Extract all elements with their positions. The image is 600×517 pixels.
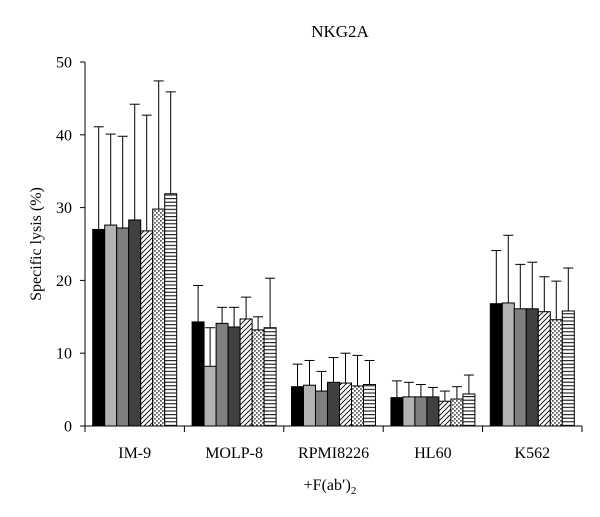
error-bar-rpmi8226-4 bbox=[328, 357, 339, 383]
error-bar-molp-8-7 bbox=[265, 277, 276, 328]
error-bar-im-9-1 bbox=[93, 126, 104, 230]
error-bar-im-9-2 bbox=[105, 133, 116, 226]
bar-k562-1 bbox=[489, 303, 503, 427]
error-bar-k562-1 bbox=[491, 250, 502, 304]
bar-molp-8-4 bbox=[227, 326, 241, 427]
error-bars-layer bbox=[93, 80, 574, 402]
y-tick-label-20: 20 bbox=[56, 273, 72, 290]
y-tick-label-50: 50 bbox=[56, 55, 72, 72]
error-bar-k562-2 bbox=[503, 234, 514, 303]
bar-hl60-6 bbox=[450, 398, 464, 427]
error-bar-im-9-4 bbox=[129, 103, 140, 220]
error-bar-im-9-5 bbox=[141, 114, 152, 231]
y-tick-label-30: 30 bbox=[56, 200, 72, 217]
x-axis-label: +F(ab′)2 bbox=[304, 477, 357, 497]
bar-k562-4 bbox=[525, 308, 539, 427]
error-bar-molp-8-1 bbox=[193, 284, 204, 322]
bar-hl60-4 bbox=[426, 396, 440, 427]
bar-rpmi8226-1 bbox=[291, 386, 304, 427]
bar-rpmi8226-6 bbox=[351, 385, 364, 427]
x-category-label-im-9: IM-9 bbox=[118, 445, 151, 462]
error-bar-hl60-5 bbox=[439, 390, 450, 402]
error-bar-rpmi8226-3 bbox=[316, 370, 327, 392]
error-bar-hl60-3 bbox=[415, 384, 426, 397]
error-bar-hl60-7 bbox=[463, 374, 474, 394]
bar-rpmi8226-3 bbox=[315, 390, 328, 427]
error-bar-hl60-1 bbox=[391, 380, 402, 398]
bar-im-9-4 bbox=[128, 219, 142, 427]
axes-layer bbox=[80, 61, 583, 432]
error-bar-hl60-4 bbox=[427, 386, 438, 397]
bar-k562-2 bbox=[501, 302, 515, 427]
bars-layer bbox=[92, 193, 575, 427]
error-bar-rpmi8226-1 bbox=[292, 363, 303, 387]
x-axis-label-main: +F(ab′) bbox=[304, 477, 351, 494]
error-bar-hl60-6 bbox=[451, 386, 462, 400]
x-category-label-hl60: HL60 bbox=[414, 445, 451, 462]
bar-k562-5 bbox=[537, 311, 551, 427]
y-tick-label-40: 40 bbox=[56, 127, 72, 144]
bar-im-9-1 bbox=[92, 228, 106, 427]
error-bar-molp-8-2 bbox=[205, 327, 216, 367]
x-category-label-molp-8: MOLP-8 bbox=[205, 445, 263, 462]
bar-rpmi8226-2 bbox=[303, 384, 316, 427]
bar-rpmi8226-7 bbox=[363, 384, 376, 427]
error-bar-k562-7 bbox=[563, 267, 574, 311]
y-tick-label-10: 10 bbox=[56, 346, 72, 363]
error-bar-molp-8-4 bbox=[229, 306, 240, 327]
bar-im-9-5 bbox=[140, 230, 154, 427]
error-bar-rpmi8226-7 bbox=[364, 359, 375, 385]
bar-im-9-3 bbox=[116, 227, 130, 427]
x-category-label-k562: K562 bbox=[515, 445, 551, 462]
error-bar-rpmi8226-5 bbox=[340, 352, 351, 384]
error-bar-k562-6 bbox=[551, 280, 562, 320]
error-bar-rpmi8226-6 bbox=[352, 354, 363, 386]
error-bar-im-9-7 bbox=[165, 91, 176, 194]
bar-molp-8-6 bbox=[251, 329, 265, 427]
bar-im-9-7 bbox=[164, 193, 178, 427]
error-bar-k562-4 bbox=[527, 261, 538, 309]
error-bar-im-9-6 bbox=[153, 80, 164, 210]
bar-k562-3 bbox=[513, 308, 527, 427]
bar-im-9-2 bbox=[104, 224, 118, 427]
error-bar-molp-8-3 bbox=[217, 306, 228, 324]
bar-k562-7 bbox=[561, 310, 575, 427]
bar-molp-8-5 bbox=[239, 318, 253, 427]
y-tick-label-0: 0 bbox=[64, 419, 72, 436]
bar-rpmi8226-4 bbox=[327, 381, 340, 427]
y-axis-label: Specific lysis (%) bbox=[28, 187, 45, 301]
chart-title: NKG2A bbox=[311, 22, 369, 41]
bar-im-9-6 bbox=[152, 208, 166, 427]
bar-k562-6 bbox=[549, 319, 563, 427]
error-bar-k562-3 bbox=[515, 263, 526, 309]
bar-molp-8-7 bbox=[263, 327, 277, 427]
error-bar-molp-8-5 bbox=[241, 296, 252, 319]
error-bar-rpmi8226-2 bbox=[304, 359, 315, 386]
error-bar-hl60-2 bbox=[403, 381, 414, 397]
error-bar-k562-5 bbox=[539, 276, 550, 312]
bar-hl60-1 bbox=[390, 397, 404, 427]
tick-labels-layer: IM-9 MOLP-8 RPMI8226 HL60 K562 0 10 20 30 40 50 bbox=[56, 55, 550, 463]
bar-hl60-3 bbox=[414, 396, 428, 427]
error-bar-molp-8-6 bbox=[253, 316, 264, 330]
error-bar-im-9-3 bbox=[117, 135, 128, 228]
bar-rpmi8226-5 bbox=[339, 382, 352, 427]
bar-hl60-2 bbox=[402, 396, 416, 427]
bar-hl60-7 bbox=[462, 393, 476, 427]
x-category-label-rpmi8226: RPMI8226 bbox=[298, 445, 369, 462]
bar-hl60-5 bbox=[438, 400, 452, 427]
bar-molp-8-2 bbox=[203, 365, 217, 427]
x-axis-label-subscript: 2 bbox=[351, 485, 357, 497]
bar-molp-8-3 bbox=[215, 322, 229, 427]
bar-molp-8-1 bbox=[191, 321, 205, 427]
